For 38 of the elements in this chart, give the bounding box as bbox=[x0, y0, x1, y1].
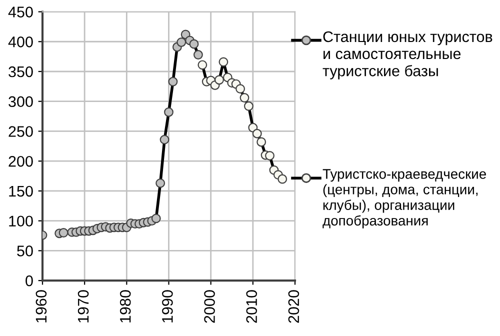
point bbox=[160, 134, 170, 144]
point bbox=[151, 214, 161, 224]
point bbox=[256, 137, 266, 147]
y-tick-label: 0 bbox=[26, 275, 33, 286]
legend-label: Станции юных туристов и самостоятельные туристские базы bbox=[322, 31, 492, 80]
x-tick-label: 2010 bbox=[246, 290, 258, 323]
legend-label: Туристско-краеведческие (центры, дома, станции, клубы), организации допобразования bbox=[322, 169, 486, 228]
y-tick-label: 250 bbox=[8, 126, 33, 137]
point bbox=[164, 107, 174, 117]
y-tick-label: 200 bbox=[8, 156, 33, 167]
x-tick-label: 2000 bbox=[204, 290, 215, 323]
y-tick-label: 50 bbox=[17, 246, 33, 256]
point bbox=[252, 128, 262, 138]
y-tick-label: 450 bbox=[8, 6, 33, 18]
x-tick-label: 1960 bbox=[36, 290, 47, 322]
point bbox=[244, 101, 254, 111]
point bbox=[240, 93, 250, 102]
point bbox=[265, 150, 274, 160]
point bbox=[198, 60, 208, 70]
point bbox=[236, 84, 246, 94]
point bbox=[278, 174, 288, 184]
point bbox=[168, 76, 178, 86]
y-tick-label: 300 bbox=[8, 96, 33, 108]
point bbox=[189, 39, 199, 49]
y-tick-label: 350 bbox=[8, 66, 33, 78]
y-tick-label: 400 bbox=[8, 36, 33, 48]
y-tick-label: 100 bbox=[9, 216, 33, 227]
point bbox=[176, 38, 186, 47]
point bbox=[218, 57, 228, 67]
point bbox=[58, 228, 68, 238]
x-tick-label: 1990 bbox=[162, 290, 173, 322]
point bbox=[193, 50, 203, 60]
y-tick-label: 150 bbox=[9, 186, 33, 197]
x-tick-label: 2020 bbox=[288, 290, 300, 323]
x-tick-label: 1970 bbox=[78, 290, 89, 322]
point bbox=[214, 75, 224, 85]
x-tick-label: 1980 bbox=[120, 290, 131, 322]
point bbox=[156, 178, 166, 188]
